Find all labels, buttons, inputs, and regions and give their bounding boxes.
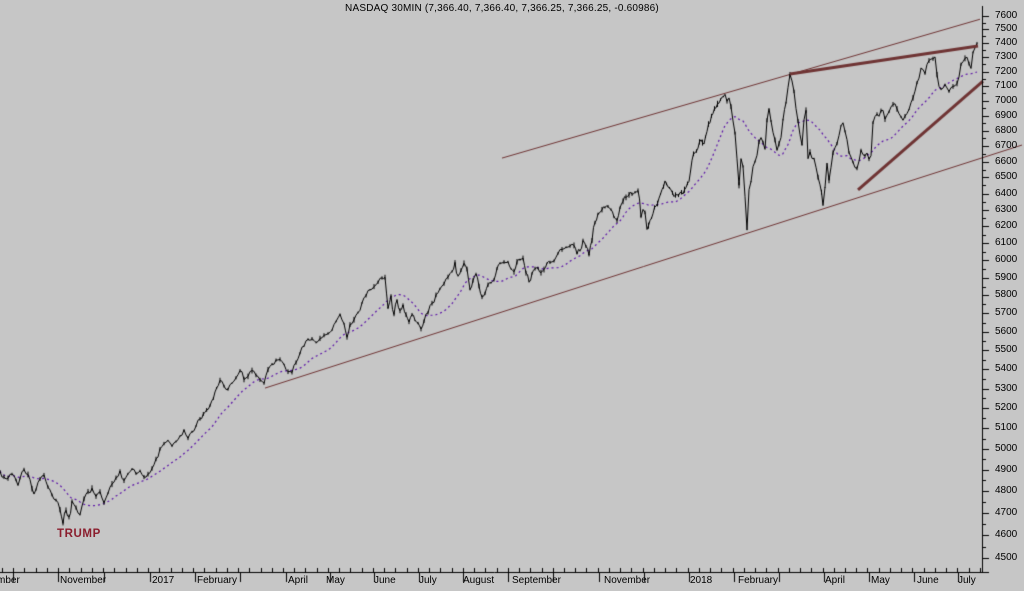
x-axis-label: May bbox=[326, 575, 345, 586]
x-axis-label: November bbox=[604, 575, 651, 586]
y-axis-label: 5500 bbox=[995, 344, 1018, 356]
y-axis-label: 7100 bbox=[995, 80, 1018, 92]
y-axis-label: 6000 bbox=[995, 254, 1018, 266]
x-axis-label: February bbox=[738, 575, 779, 586]
x-axis-label: November bbox=[60, 575, 107, 586]
x-axis-label: April bbox=[825, 575, 846, 586]
y-axis-label: 5100 bbox=[995, 422, 1018, 434]
x-axis-label: July bbox=[958, 575, 976, 586]
y-axis-label: 7500 bbox=[995, 23, 1018, 35]
x-axis-label: June bbox=[917, 575, 939, 586]
y-axis-label: 4500 bbox=[995, 552, 1018, 563]
x-axis-label: 2017 bbox=[152, 575, 175, 586]
y-axis-label: 7600 bbox=[995, 9, 1018, 21]
y-axis-label: 5700 bbox=[995, 307, 1018, 319]
x-axis-label: September bbox=[512, 575, 561, 586]
y-axis-label: 7000 bbox=[995, 94, 1018, 106]
y-axis-label: 6600 bbox=[995, 155, 1018, 167]
x-axis-label: February bbox=[197, 575, 238, 586]
y-axis-label: 5200 bbox=[995, 402, 1018, 414]
x-axis-label: 2018 bbox=[690, 575, 713, 586]
x-axis-label: August bbox=[463, 575, 495, 586]
y-axis-label: 6700 bbox=[995, 140, 1018, 152]
y-axis-label: 6800 bbox=[995, 124, 1018, 136]
y-axis-label: 5000 bbox=[995, 442, 1018, 454]
y-axis-label: 7300 bbox=[995, 51, 1018, 63]
chart-title: NASDAQ 30MIN (7,366.40, 7,366.40, 7,366.… bbox=[345, 3, 659, 14]
y-axis-label: 7400 bbox=[995, 37, 1018, 49]
y-axis-label: 7200 bbox=[995, 65, 1018, 77]
x-axis-label: June bbox=[374, 575, 396, 586]
y-axis-label: 4700 bbox=[995, 507, 1018, 518]
trump-annotation: TRUMP bbox=[57, 528, 101, 540]
y-axis-label: 4900 bbox=[995, 463, 1018, 475]
y-axis-label: 6400 bbox=[995, 187, 1018, 199]
x-axis-label: April bbox=[288, 575, 309, 586]
y-axis-label: 5300 bbox=[995, 382, 1018, 394]
y-axis-label: 6300 bbox=[995, 203, 1018, 215]
x-axis-label: mber bbox=[0, 575, 20, 586]
y-axis-label: 6100 bbox=[995, 237, 1018, 249]
y-axis-label: 5800 bbox=[995, 289, 1018, 301]
y-axis-label: 6500 bbox=[995, 171, 1018, 183]
x-axis-label: May bbox=[871, 575, 890, 586]
y-axis-label: 4800 bbox=[995, 485, 1018, 497]
y-axis-label: 5600 bbox=[995, 325, 1018, 337]
y-axis-label: 6200 bbox=[995, 220, 1018, 232]
y-axis-label: 6900 bbox=[995, 109, 1018, 121]
x-axis-label: July bbox=[419, 575, 437, 586]
y-axis-label: 4600 bbox=[995, 529, 1018, 541]
y-axis-label: 5900 bbox=[995, 271, 1018, 283]
y-axis-label: 5400 bbox=[995, 363, 1018, 375]
